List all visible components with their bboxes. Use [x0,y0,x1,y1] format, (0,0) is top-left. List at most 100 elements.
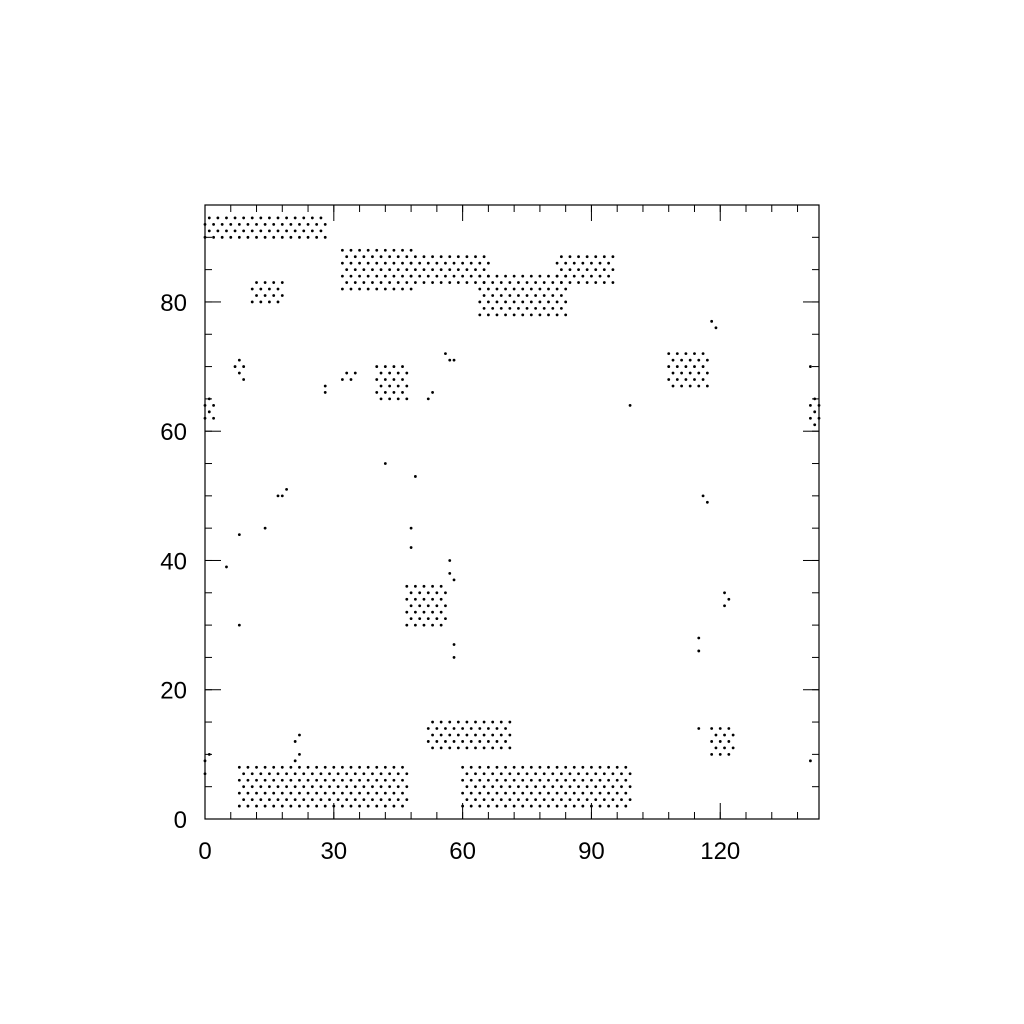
data-point [383,261,387,265]
data-point [323,384,327,388]
data-point [474,268,477,272]
data-point [353,785,357,789]
data-point [298,222,301,226]
data-point [551,772,555,776]
data-point [302,772,306,776]
data-point [607,778,611,782]
data-point [688,358,692,362]
data-point [409,248,413,252]
data-point [212,222,215,226]
data-point [718,740,722,743]
data-point [572,791,576,795]
data-point [705,384,709,388]
data-point [362,772,366,776]
data-point [456,255,460,259]
data-point [448,358,452,362]
data-point [697,358,701,362]
data-point [263,235,267,239]
data-point [486,261,490,265]
data-point [572,778,576,782]
data-point [559,268,563,272]
data-point [366,778,370,782]
data-point [482,733,486,737]
data-point [478,313,482,317]
data-point [250,785,254,789]
data-point [529,274,533,278]
data-point [413,268,417,272]
data-point [255,765,258,769]
data-point [577,281,580,284]
data-point [289,765,293,769]
data-point [512,274,516,278]
data-point [323,391,327,394]
data-point [401,778,404,782]
data-point [529,778,533,782]
data-point [246,222,250,226]
data-point [705,500,709,504]
data-point [237,222,241,226]
data-point [465,772,469,776]
data-point [452,261,456,265]
data-point [478,261,482,265]
data-point [293,772,297,776]
data-point [448,733,452,737]
data-point [581,261,585,265]
data-point [285,772,288,776]
data-point [611,268,615,272]
data-point [525,785,529,789]
data-point [289,222,293,226]
data-point [388,798,392,802]
data-point [547,313,550,317]
data-point [237,778,241,782]
data-point [375,365,379,368]
data-point [444,727,447,730]
data-point [486,287,490,291]
data-point [383,365,387,368]
data-point [242,378,246,381]
data-point [405,268,409,272]
data-point [285,798,288,802]
data-point [461,261,465,265]
data-point [671,358,675,362]
data-point [298,733,301,737]
data-point [508,281,512,284]
data-point [332,765,336,769]
data-point [534,294,538,297]
data-point [551,307,555,310]
data-point [551,281,555,284]
data-point [452,358,456,362]
data-point [495,778,499,782]
data-point [388,397,392,401]
data-point [534,281,538,284]
data-point [551,798,555,802]
data-point [298,778,301,782]
data-point [688,371,692,375]
data-point [611,798,615,802]
data-point [542,798,546,802]
data-point [581,804,585,808]
data-point [289,804,293,808]
data-point [809,365,812,368]
data-point [714,733,718,737]
data-point [362,281,366,284]
data-point [577,268,580,272]
data-point [353,281,357,284]
data-point [383,378,387,381]
data-point [392,765,396,769]
data-point [628,403,632,407]
data-point [444,261,447,265]
data-point [293,740,297,743]
data-point [413,623,417,627]
data-point [422,597,426,601]
data-point [538,313,542,317]
data-point [379,772,383,776]
data-point [602,255,606,259]
data-point [508,294,512,297]
y-tick-label: 40 [160,548,187,575]
data-point [246,791,250,795]
data-point [538,287,542,291]
data-point [371,255,374,259]
data-point [624,804,628,808]
data-point [306,235,310,239]
data-point [486,313,490,317]
